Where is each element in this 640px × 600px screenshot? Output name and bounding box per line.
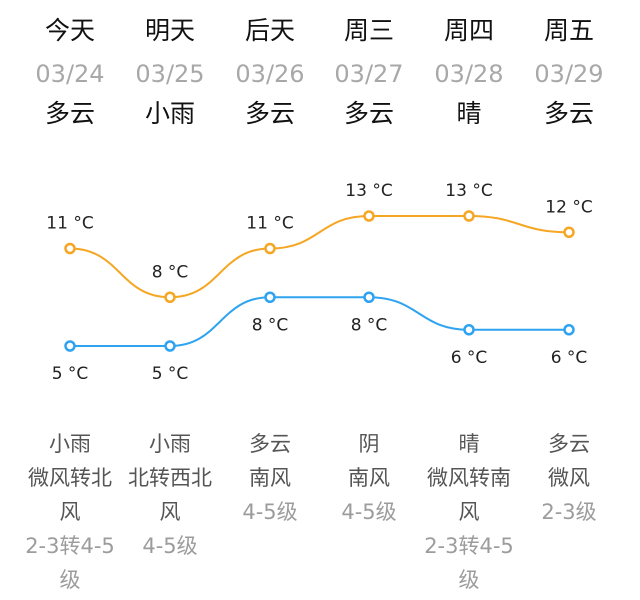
day-name: 明天 — [144, 16, 195, 45]
day-condition: 晴 — [456, 99, 482, 128]
day-condition: 多云 — [244, 99, 295, 128]
low-temp-line — [70, 296, 569, 348]
wind-level-line: 4-5级 — [242, 500, 298, 524]
day-condition: 小雨 — [144, 99, 195, 128]
low-temp-label: 8 °C — [351, 315, 388, 335]
night-text-line: 多云 — [548, 432, 590, 456]
wind-level-line: 级 — [458, 568, 480, 592]
night-text-line: 微风转南 — [427, 466, 511, 490]
night-text-line: 南风 — [249, 466, 291, 490]
night-text-line: 小雨 — [149, 432, 191, 456]
low-temp-point — [363, 291, 375, 303]
night-text-line: 阴 — [358, 432, 380, 456]
day-name: 周三 — [343, 16, 394, 45]
day-name: 今天 — [44, 16, 95, 45]
low-temp-point — [563, 324, 575, 336]
day-date: 03/26 — [235, 60, 305, 88]
low-temp-point — [264, 291, 276, 303]
night-text-line: 多云 — [249, 432, 291, 456]
night-forecast: 晴微风转南风 2-3转4-5 级 — [416, 427, 522, 597]
night-text-line: 小雨 — [49, 432, 91, 456]
high-temp-point — [563, 226, 575, 238]
night-forecast: 多云微风 2-3级 — [516, 427, 622, 529]
night-forecast: 多云南风 4-5级 — [217, 427, 323, 529]
day-date: 03/29 — [534, 60, 604, 88]
wind-level-line: 级 — [59, 568, 81, 592]
high-temp-label: 13 °C — [445, 181, 492, 201]
high-temp-line — [69, 214, 570, 299]
wind-level-line: 4-5级 — [341, 500, 397, 524]
day-condition: 多云 — [343, 99, 394, 128]
night-text-line: 南风 — [348, 466, 390, 490]
day-date: 03/25 — [135, 60, 205, 88]
high-temp-point — [363, 210, 375, 222]
night-forecast: 小雨北转西北风 4-5级 — [117, 427, 223, 563]
day-date: 03/24 — [35, 60, 105, 88]
day-name: 周五 — [543, 16, 594, 45]
day-date: 03/27 — [334, 60, 404, 88]
wind-level-line: 4-5级 — [142, 534, 198, 558]
high-temp-point — [164, 291, 176, 303]
night-text-line: 晴 — [458, 432, 480, 456]
night-text-line: 风 — [458, 500, 480, 524]
day-condition: 多云 — [44, 99, 95, 128]
low-temp-point — [164, 340, 176, 352]
low-temp-label: 5 °C — [152, 364, 189, 384]
wind-level-line: 2-3转4-5 — [424, 534, 514, 558]
day-name: 后天 — [244, 16, 295, 45]
low-temp-label: 6 °C — [451, 348, 488, 368]
high-temp-point — [463, 210, 475, 222]
night-text-line: 风 — [59, 500, 81, 524]
day-date: 03/28 — [434, 60, 504, 88]
low-temp-label: 6 °C — [551, 348, 588, 368]
wind-level-line: 2-3级 — [541, 500, 597, 524]
night-text-line: 北转西北 — [128, 466, 212, 490]
high-temp-point — [264, 242, 276, 255]
low-temp-label: 5 °C — [52, 364, 89, 384]
high-temp-label: 8 °C — [152, 262, 189, 282]
night-text-line: 风 — [159, 500, 181, 524]
night-text-line: 微风 — [548, 466, 590, 490]
high-temp-label: 11 °C — [246, 214, 293, 234]
night-text-line: 微风转北 — [28, 466, 112, 490]
low-temp-label: 8 °C — [252, 315, 289, 335]
high-temp-label: 12 °C — [545, 197, 592, 217]
night-forecast: 阴南风 4-5级 — [316, 427, 422, 529]
high-temp-label: 13 °C — [345, 181, 392, 201]
night-forecast: 小雨微风转北风 2-3转4-5 级 — [17, 427, 123, 597]
low-temp-point — [463, 324, 475, 336]
day-name: 周四 — [443, 16, 494, 45]
high-temp-label: 11 °C — [46, 214, 93, 234]
wind-level-line: 2-3转4-5 — [25, 534, 115, 558]
high-temp-point — [64, 242, 76, 255]
day-condition: 多云 — [543, 99, 594, 128]
low-temp-point — [64, 340, 76, 352]
